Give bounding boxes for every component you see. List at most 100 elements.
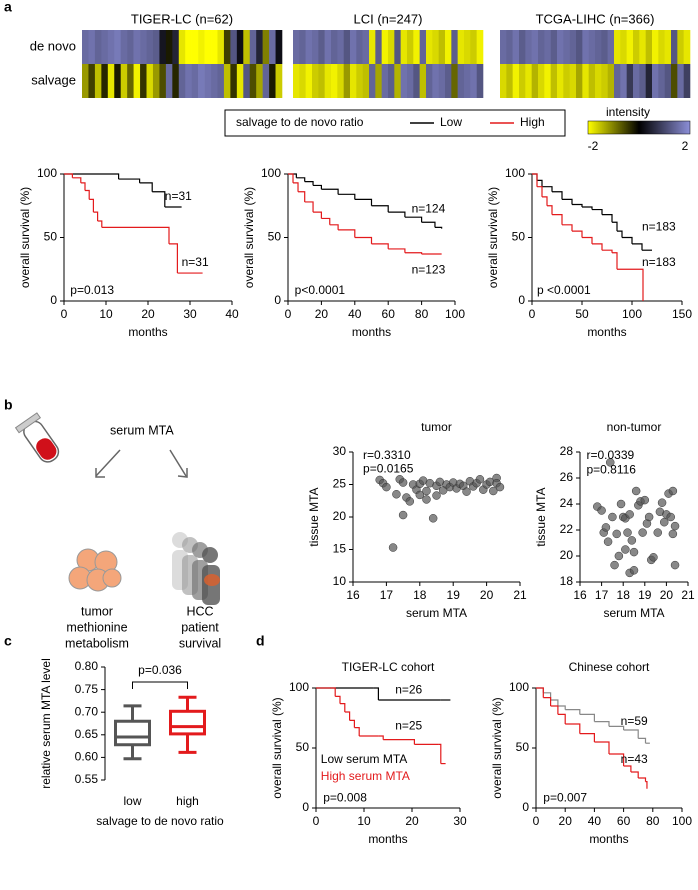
x-tick-label: 17 (380, 588, 394, 602)
scatter-point (640, 495, 650, 505)
legend-title: salvage to de novo ratio (236, 115, 364, 129)
row-label: de novo (30, 38, 76, 53)
y-axis-label: tissue MTA (307, 487, 321, 546)
survival-step (97, 220, 103, 228)
y-axis-label: overall survival (%) (490, 697, 504, 798)
y-axis-label: overall survival (%) (270, 697, 284, 798)
heatmap-cell (101, 64, 109, 98)
y-axis-label: overall survival (%) (18, 187, 32, 288)
heatmap-cell (275, 64, 283, 98)
heatmap-cell (419, 64, 427, 98)
heatmap-cell (500, 30, 507, 64)
survival-step (565, 723, 581, 734)
x-tick-label: 40 (348, 307, 362, 321)
heatmap-cell (293, 64, 300, 98)
heatmap-cell (269, 64, 276, 98)
heatmap-cell (236, 30, 244, 64)
heatmap-cell (356, 64, 363, 98)
heatmap-cell (413, 30, 420, 64)
heatmap-cell (369, 30, 376, 64)
heatmap-cell (614, 30, 621, 64)
heatmap-cell (185, 30, 192, 64)
heatmap-cell (381, 30, 389, 64)
x-tick-label: 16 (346, 588, 360, 602)
panel-label: d (256, 633, 265, 649)
heatmap-cell (607, 30, 615, 64)
heatmap-cell (343, 64, 351, 98)
y-tick-label: 100 (509, 680, 529, 694)
heatmap-cell (451, 64, 458, 98)
x-tick-label: 0 (285, 307, 292, 321)
panel-label: c (4, 633, 12, 649)
survival-step (547, 205, 553, 215)
heatmap-cell (350, 64, 357, 98)
survival-step (412, 739, 415, 745)
heatmap-cell (337, 64, 344, 98)
heatmap-cell (538, 30, 545, 64)
survival-step (64, 173, 73, 178)
survival-step (373, 687, 379, 700)
heatmap-cell (299, 64, 306, 98)
illustration-label: patient (181, 620, 219, 634)
survival-step (354, 236, 373, 244)
heatmap-cell (88, 64, 96, 98)
legend-label: High (520, 115, 545, 129)
x-axis-label: serum MTA (603, 606, 664, 620)
y-axis-label: tissue MTA (534, 487, 548, 546)
heatmap-cell (293, 30, 300, 64)
survival-step (592, 243, 603, 251)
heatmap-cell (538, 64, 545, 98)
x-tick-label: 100 (445, 307, 465, 321)
scatter-point (415, 490, 425, 500)
heatmap-cell (506, 30, 513, 64)
heatmap-cell (476, 64, 484, 98)
heatmap-cell (230, 64, 238, 98)
heatmap-cell (652, 64, 659, 98)
heatmap-cell (438, 64, 446, 98)
survival-step (542, 186, 553, 192)
survival-step (642, 268, 644, 301)
annotation: p=0.8116 (586, 462, 636, 476)
x-axis-label: months (368, 832, 407, 846)
survival-step (349, 719, 355, 728)
survival-step (404, 216, 423, 223)
x-tick-label: 30 (183, 307, 197, 321)
heatmap-cell (677, 64, 684, 98)
survival-step (542, 196, 548, 206)
heatmap-cell (152, 30, 160, 64)
x-tick-label: 16 (573, 588, 587, 602)
heatmap-cell (331, 64, 338, 98)
survival-step (602, 249, 613, 253)
x-tick-label: low (123, 794, 141, 808)
heatmap-cell (595, 64, 602, 98)
heatmap-cell (331, 30, 338, 64)
heatmap-cell (256, 30, 263, 64)
heatmap-cell (318, 30, 325, 64)
survival-step (582, 236, 593, 244)
heatmap-cell (557, 30, 564, 64)
heatmap-cell (476, 30, 484, 64)
scatter-point (610, 560, 619, 570)
scatter-point (621, 545, 630, 554)
heatmap-cell (127, 64, 134, 98)
x-tick-label: 10 (99, 307, 113, 321)
x-tick-label: 18 (617, 588, 631, 602)
y-tick-label: 100 (505, 166, 525, 180)
annotation: p=0.036 (138, 663, 182, 677)
x-axis-label: months (587, 325, 626, 339)
heatmap-cell (159, 30, 167, 64)
survival-step (296, 177, 306, 182)
scatter-point (495, 482, 505, 492)
annotation: n=43 (621, 752, 648, 766)
scatter-point (670, 560, 680, 570)
box (169, 709, 206, 736)
heatmap-cell (146, 30, 154, 64)
heatmap-cell (519, 30, 526, 64)
scatter-point (428, 514, 438, 523)
heatmap-cell (223, 30, 231, 64)
survival-step (550, 705, 559, 715)
heatmap-cell (299, 30, 306, 64)
survival-step (304, 181, 314, 186)
y-tick-label: 0 (518, 293, 525, 307)
heatmap-cell (388, 30, 395, 64)
